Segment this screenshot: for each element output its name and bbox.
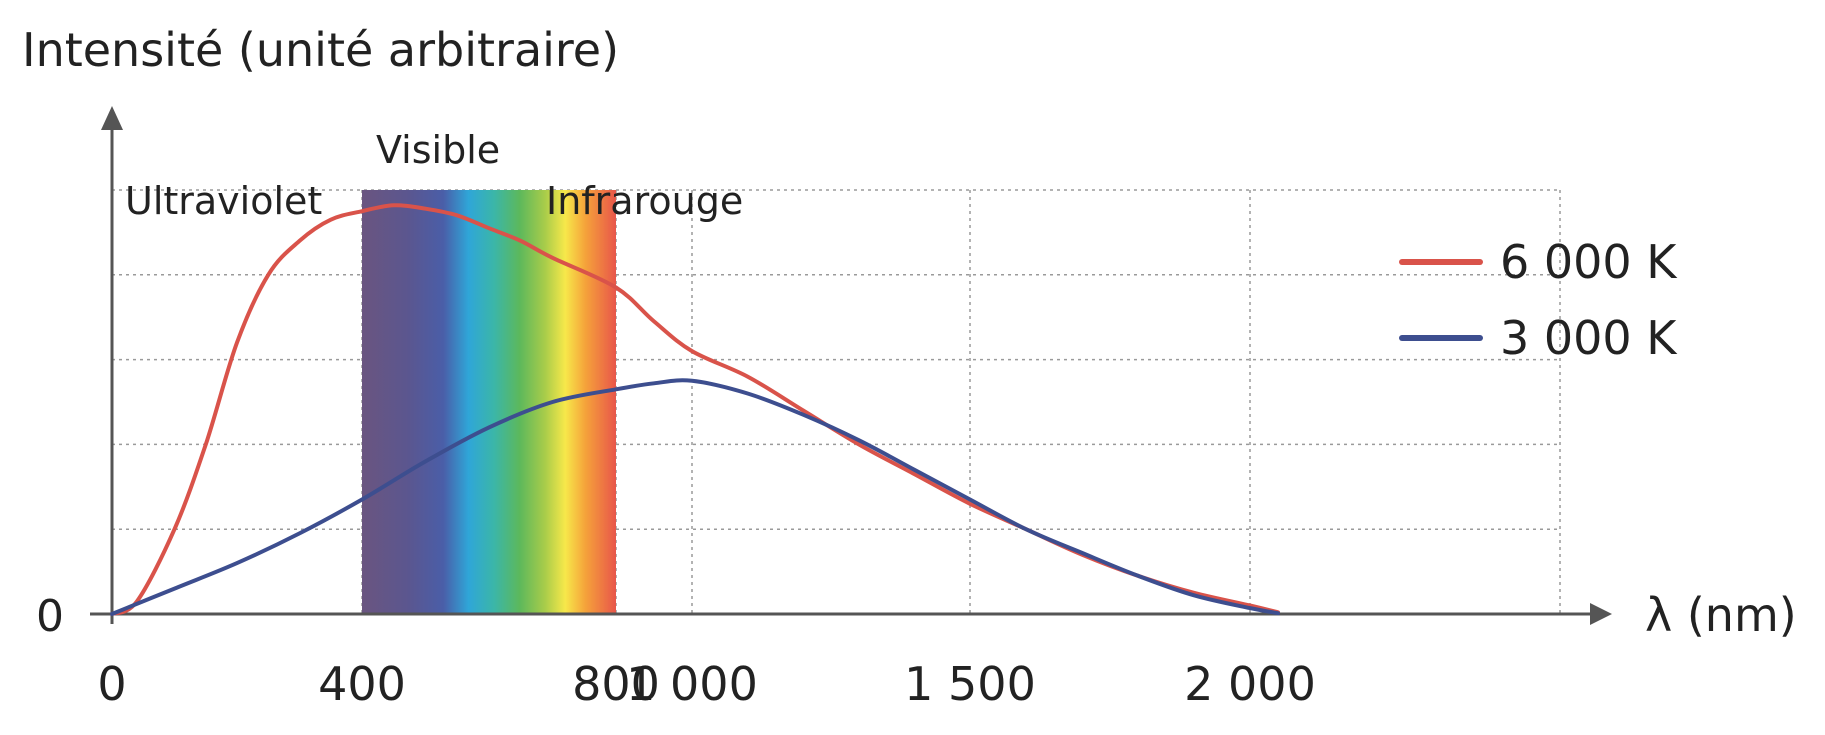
- x-tick-label: 800: [572, 657, 660, 711]
- x-tick-label: 1 500: [904, 657, 1036, 711]
- legend-label: 6 000 K: [1500, 235, 1678, 289]
- x-axis-arrow-icon: [1590, 603, 1612, 625]
- region-label-infrarouge: Infrarouge: [546, 179, 743, 223]
- x-tick-label: 400: [318, 657, 406, 711]
- region-label-visible: Visible: [376, 128, 500, 172]
- y-axis-label: Intensité (unité arbitraire): [22, 23, 619, 77]
- x-axis-label: λ (nm): [1645, 588, 1797, 642]
- y-tick-label: 0: [36, 591, 64, 642]
- region-label-ultraviolet: Ultraviolet: [125, 179, 322, 223]
- series-line-3000k: [110, 378, 1280, 616]
- x-tick-label: 0: [97, 657, 126, 711]
- series-line-6000k: [110, 203, 1280, 616]
- axes: [90, 106, 1612, 625]
- series-layer: [110, 203, 1280, 616]
- legend: 6 000 K 3 000 K: [1399, 235, 1678, 365]
- x-tick-label: 1 000: [626, 657, 758, 711]
- y-axis-arrow-icon: [101, 106, 123, 130]
- legend-label: 3 000 K: [1500, 311, 1678, 365]
- x-tick-label: 2 000: [1184, 657, 1316, 711]
- visible-spectrum-band: [362, 190, 616, 614]
- grid: [112, 189, 1561, 614]
